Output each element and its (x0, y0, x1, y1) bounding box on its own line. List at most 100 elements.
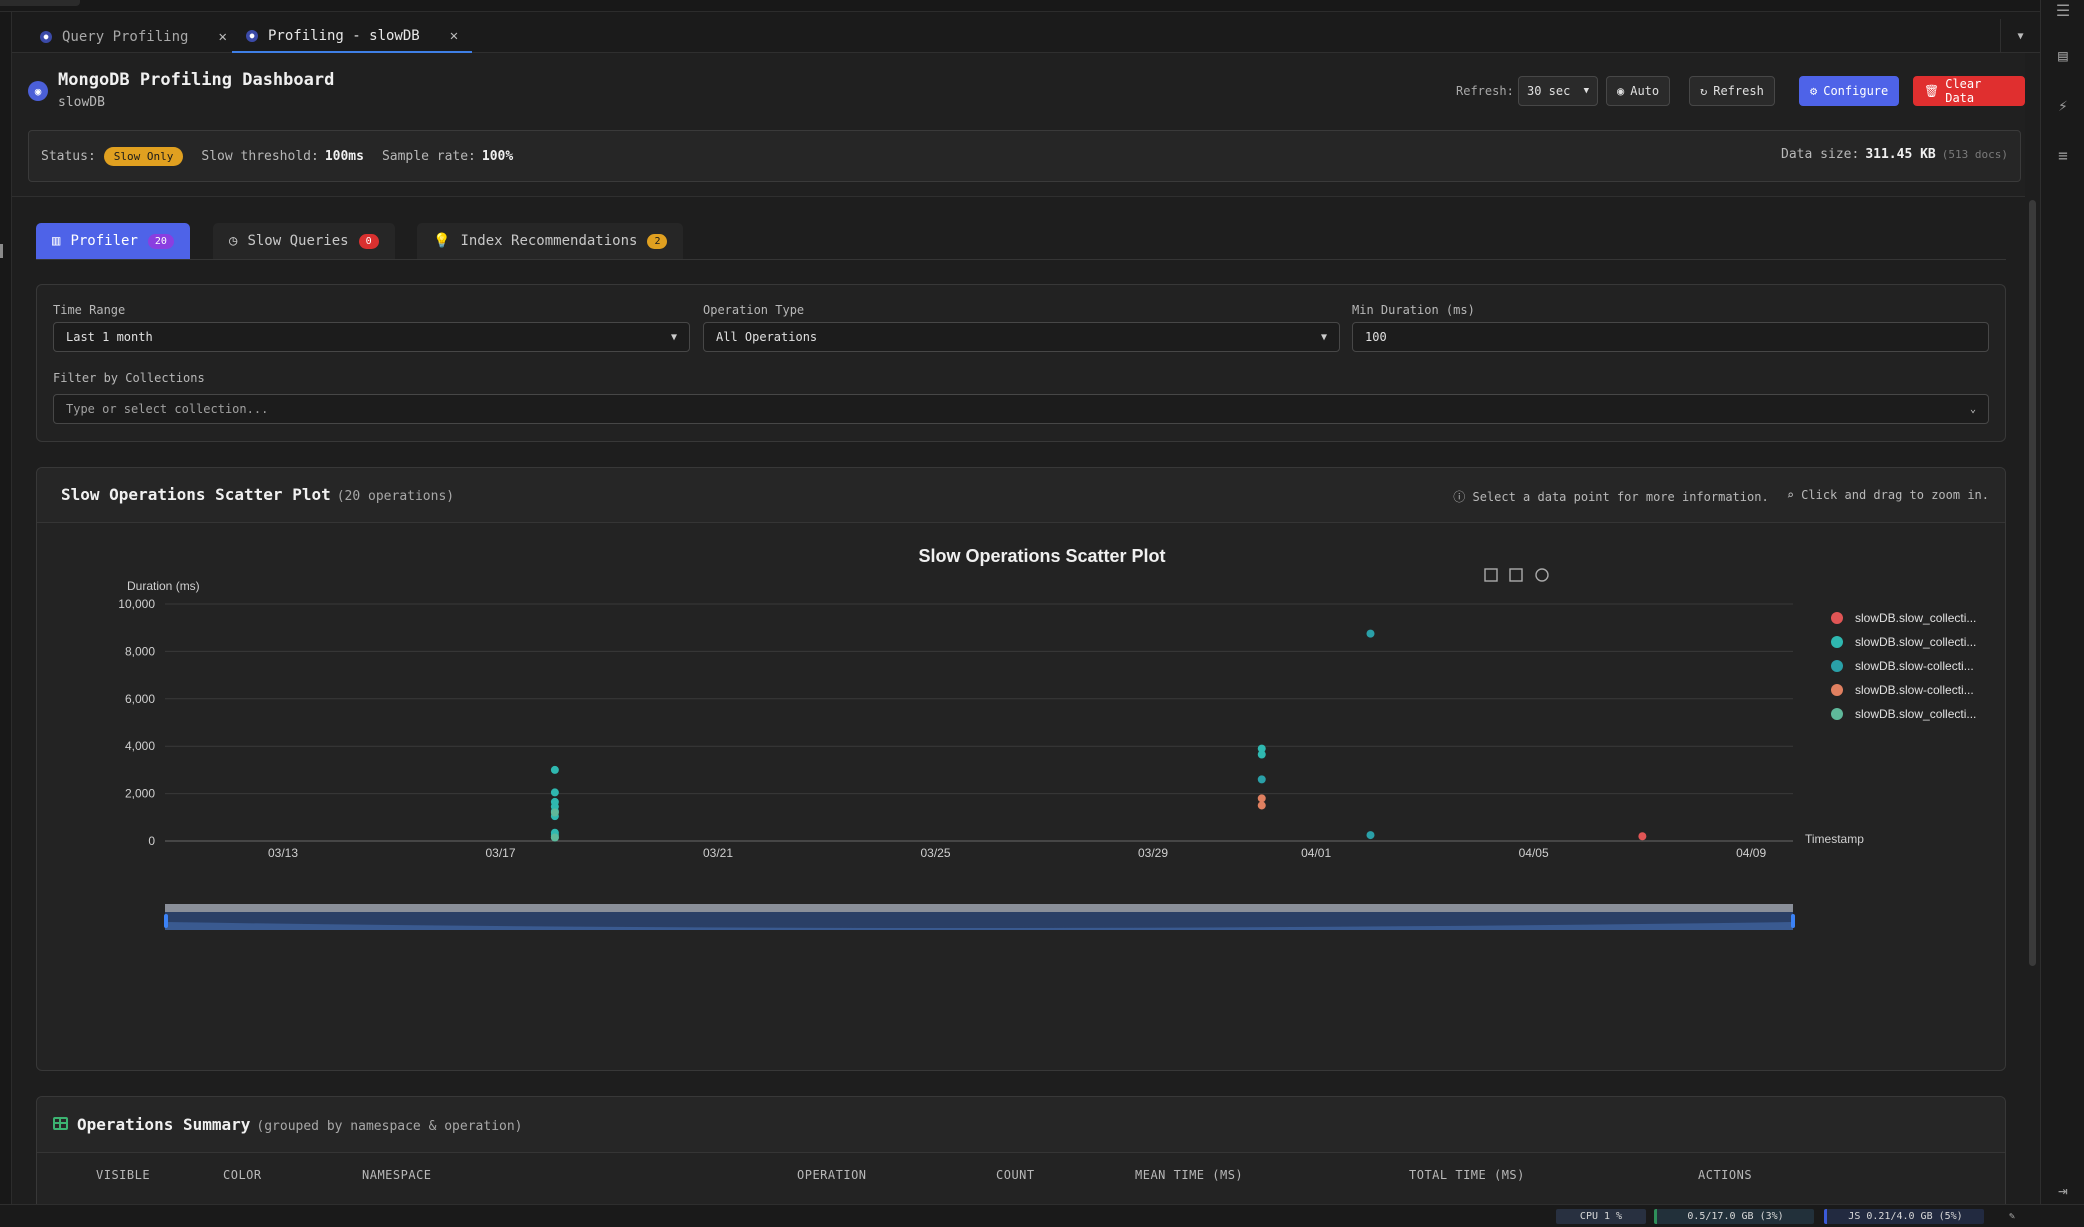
close-icon[interactable]: ✕ (449, 27, 459, 44)
chart-toolbox (1484, 568, 1549, 582)
filters-panel: Time Range Last 1 month ▼ Operation Type … (36, 284, 2006, 442)
hint-zoom: ⌕ Click and drag to zoom in. (1787, 488, 1989, 505)
scrollbar[interactable] (2029, 200, 2036, 966)
operation-type-select[interactable]: All Operations ▼ (703, 322, 1340, 352)
data-point[interactable] (1257, 794, 1266, 803)
zoom-slider-track[interactable] (165, 904, 1793, 912)
zoom-reset-icon[interactable] (1509, 568, 1523, 582)
y-tick-label: 8,000 (125, 644, 155, 658)
collections-filter-input[interactable]: Type or select collection... ⌄ (53, 394, 1989, 424)
doc-count: (513 docs) (1941, 148, 2008, 161)
logout-icon[interactable]: ⇥ (2058, 1180, 2068, 1200)
threshold-value: 100ms (324, 148, 364, 164)
legend-item[interactable]: slowDB.slow_collecti... (1831, 707, 1976, 721)
hint-select: ⓘ Select a data point for more informati… (1453, 488, 1768, 505)
column-header-actions[interactable]: ACTIONS (1698, 1168, 1753, 1182)
scatter-chart[interactable]: Slow Operations Scatter Plot Duration (m… (37, 524, 2005, 1070)
column-header-count[interactable]: COUNT (996, 1168, 1035, 1182)
data-point[interactable] (550, 808, 559, 817)
refresh-icon: ↻ (1700, 84, 1708, 98)
operation-type-value: All Operations (716, 330, 818, 344)
menu-icon[interactable]: ≡ (2058, 145, 2068, 165)
auto-refresh-button[interactable]: ◉ Auto (1606, 76, 1671, 106)
y-axis-label: Duration (ms) (127, 579, 200, 593)
auto-label: Auto (1630, 84, 1660, 98)
data-point[interactable] (550, 788, 559, 797)
chevron-down-icon: ▼ (1583, 86, 1589, 96)
chevron-down-icon[interactable]: ▼ (2000, 19, 2040, 53)
refresh-button[interactable]: ↻ Refresh (1689, 76, 1775, 106)
data-size: Data size: 311.45 KB (513 docs) (1781, 147, 2008, 162)
column-header-color[interactable]: COLOR (223, 1168, 262, 1182)
clear-data-button[interactable]: 🗑 Clear Data (1913, 76, 2025, 106)
scatter-plot-card: Slow Operations Scatter Plot (20 operatio… (36, 467, 2006, 1071)
column-header-mean-time[interactable]: MEAN TIME (MS) (1135, 1168, 1244, 1182)
card-title-text: Slow Operations Scatter Plot (61, 485, 331, 504)
tab-label: Query Profiling (62, 28, 189, 45)
tab-profiling-slowdb[interactable]: ● Profiling - slowDB ✕ (232, 20, 473, 53)
list-icon[interactable]: ☰ (2055, 0, 2071, 20)
column-header-visible[interactable]: VISIBLE (96, 1168, 151, 1182)
threshold-label: Slow threshold: (201, 148, 319, 164)
tab-index-recommendations[interactable]: 💡 Index Recommendations 2 (417, 223, 684, 259)
operation-count: (20 operations) (336, 489, 455, 504)
column-header-operation[interactable]: OPERATION (797, 1168, 867, 1182)
data-size-label: Data size: (1781, 147, 1860, 162)
clipboard-icon[interactable]: ▤ (2058, 45, 2068, 65)
zoom-area-icon[interactable] (1484, 568, 1498, 582)
right-activity-bar: ☰ ▤ ⚡ ≡ ⇥ (2040, 0, 2084, 1204)
legend-swatch (1831, 636, 1843, 648)
refresh-interval-select[interactable]: 30 sec ▼ (1518, 76, 1598, 106)
clock-icon: ◷ (229, 233, 238, 249)
configure-button[interactable]: ⚙ Configure (1799, 76, 1900, 106)
data-point[interactable] (1257, 801, 1266, 810)
js-heap-usage: JS 0.21/4.0 GB (5%) (1824, 1209, 1984, 1224)
lightbulb-icon: 💡 (433, 233, 451, 249)
x-tick-label: 03/29 (1138, 846, 1168, 860)
y-tick-label: 10,000 (118, 597, 155, 611)
zoom-handle-left[interactable] (164, 914, 168, 928)
time-range-label: Time Range (53, 303, 126, 317)
lightning-icon[interactable]: ⚡ (2058, 95, 2068, 115)
data-point[interactable] (550, 833, 559, 842)
data-point[interactable] (550, 765, 559, 774)
page-title: MongoDB Profiling Dashboard (58, 70, 335, 90)
sample-rate-value: 100% (481, 148, 514, 164)
top-nub (0, 0, 80, 6)
table-icon (53, 1117, 68, 1130)
dashboard-logo-icon: ◉ (28, 81, 48, 101)
data-point[interactable] (1257, 744, 1266, 753)
tab-label: Slow Queries (247, 233, 349, 249)
configure-label: Configure (1823, 84, 1889, 98)
restore-icon[interactable] (1535, 568, 1549, 582)
zoom-slider-preview (165, 922, 1793, 930)
count-badge: 0 (358, 233, 379, 249)
legend-item[interactable]: slowDB.slow_collecti... (1831, 635, 1976, 649)
window-top-strip (0, 0, 2040, 12)
data-point[interactable] (1366, 629, 1375, 638)
tab-query-profiling[interactable]: ● Query Profiling ✕ (26, 20, 241, 53)
legend-swatch (1831, 684, 1843, 696)
tab-slow-queries[interactable]: ◷ Slow Queries 0 (213, 223, 395, 259)
legend-item[interactable]: slowDB.slow_collecti... (1831, 611, 1976, 625)
legend-item[interactable]: slowDB.slow-collecti... (1831, 683, 1974, 697)
legend-item[interactable]: slowDB.slow-collecti... (1831, 659, 1974, 673)
column-header-namespace[interactable]: NAMESPACE (362, 1168, 432, 1182)
zoom-handle-right[interactable] (1791, 914, 1795, 928)
data-point[interactable] (1257, 775, 1266, 784)
hint-select-text: Select a data point for more information… (1472, 490, 1769, 504)
data-point[interactable] (1257, 750, 1266, 759)
x-tick-label: 04/05 (1519, 846, 1549, 860)
data-point[interactable] (1366, 831, 1375, 840)
tab-profiler[interactable]: ▥ Profiler 20 (36, 223, 190, 259)
column-header-total-time[interactable]: TOTAL TIME (MS) (1409, 1168, 1525, 1182)
legend-swatch (1831, 708, 1843, 720)
legend-swatch (1831, 612, 1843, 624)
data-point[interactable] (1638, 832, 1647, 841)
close-icon[interactable]: ✕ (218, 28, 227, 45)
min-duration-input[interactable]: 100 (1352, 322, 1989, 352)
zoom-slider-window[interactable] (165, 912, 1793, 930)
data-zoom-slider[interactable] (164, 904, 1795, 930)
time-range-select[interactable]: Last 1 month ▼ (53, 322, 690, 352)
brush-icon[interactable]: ✎ (2008, 1211, 2016, 1222)
